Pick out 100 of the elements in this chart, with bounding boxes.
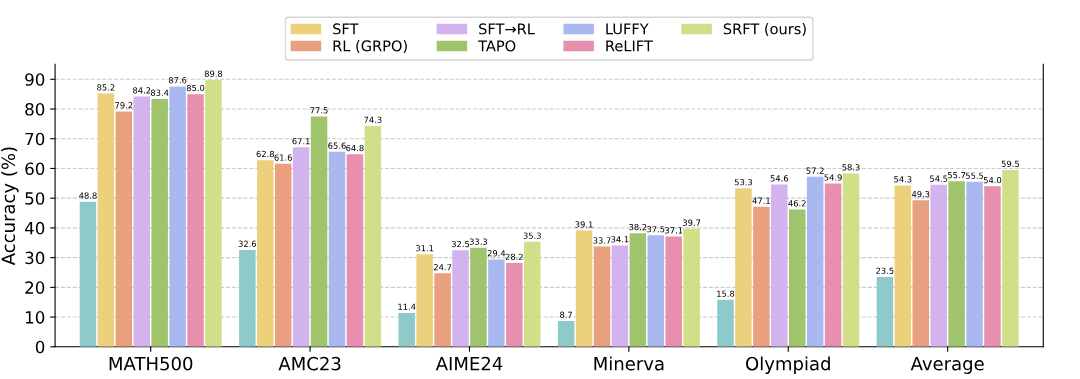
- data-label: 59.5: [1001, 160, 1019, 167]
- bar: [611, 245, 629, 347]
- bar: [629, 233, 647, 347]
- x-tick-label: AIME24: [435, 356, 503, 371]
- data-label: 65.6: [328, 142, 346, 149]
- data-label: 32.5: [451, 240, 470, 248]
- bar: [557, 320, 575, 347]
- bar: [398, 312, 415, 347]
- bar: [346, 154, 364, 347]
- data-label: 35.3: [523, 232, 541, 239]
- bar: [364, 125, 382, 347]
- data-label: 57.2: [806, 167, 824, 174]
- data-label: 54.3: [894, 176, 912, 183]
- data-label: 85.2: [97, 84, 115, 91]
- data-label: 33.7: [593, 237, 611, 244]
- bar: [1002, 169, 1019, 347]
- y-axis-title: Accuracy (%): [1, 147, 19, 266]
- bar: [97, 93, 115, 347]
- data-label: 85.0: [186, 84, 205, 92]
- data-label: 55.7: [947, 172, 966, 179]
- data-label: 67.1: [292, 138, 310, 145]
- bar: [416, 254, 433, 347]
- legend-label: ReLIFT: [606, 40, 653, 52]
- bar: [912, 200, 929, 347]
- data-label: 37.1: [665, 227, 683, 234]
- bar: [575, 230, 593, 347]
- data-label: 89.8: [204, 70, 223, 77]
- bar: [647, 235, 665, 347]
- data-label: 61.6: [274, 154, 292, 161]
- y-tick-label: 0: [35, 340, 45, 354]
- y-tick-label: 50: [25, 192, 45, 205]
- bar: [488, 259, 505, 347]
- x-tick-label: Average: [910, 357, 984, 374]
- bar: [842, 173, 860, 347]
- x-tick-label: MATH500: [109, 356, 193, 371]
- data-label: 64.8: [346, 144, 364, 152]
- bar: [966, 181, 983, 347]
- bar: [771, 184, 788, 347]
- legend-label: SRFT (ours): [723, 23, 806, 37]
- data-label: 84.2: [133, 87, 151, 94]
- bar: [948, 181, 965, 347]
- data-label: 34.1: [611, 236, 629, 243]
- data-label: 39.1: [575, 221, 593, 228]
- data-label: 79.2: [115, 102, 133, 109]
- bar: [151, 98, 168, 347]
- bar: [79, 201, 97, 347]
- bar: [292, 147, 310, 347]
- bar: [169, 86, 186, 347]
- bar: [506, 262, 523, 347]
- bar: [824, 183, 842, 347]
- data-label: 74.3: [364, 116, 382, 123]
- bar: [930, 184, 947, 347]
- bar: [434, 273, 451, 347]
- bar: [187, 94, 204, 347]
- y-tick-label: 20: [25, 281, 45, 294]
- bar: [717, 299, 734, 347]
- data-label: 8.7: [560, 311, 573, 318]
- data-label: 54.0: [983, 176, 1002, 184]
- data-label: 87.6: [168, 77, 187, 84]
- y-tick-label: 10: [25, 311, 45, 324]
- data-label: 29.4: [487, 250, 506, 257]
- data-label: 58.3: [842, 164, 860, 171]
- y-tick-label: 30: [25, 251, 45, 265]
- bar: [806, 176, 824, 347]
- legend-label: LUFFY: [606, 23, 649, 35]
- data-label: 62.8: [256, 150, 274, 158]
- bar: [665, 236, 682, 347]
- y-tick-label: 60: [25, 162, 45, 176]
- data-label: 11.4: [398, 303, 416, 310]
- data-label: 32.6: [238, 240, 257, 247]
- bar: [452, 250, 469, 347]
- bar: [274, 163, 292, 347]
- data-label: 37.5: [647, 226, 665, 233]
- legend-label: RL (GRPO): [333, 40, 407, 54]
- legend-label: TAPO: [478, 40, 516, 52]
- data-label: 31.1: [416, 245, 434, 252]
- data-label: 38.2: [629, 223, 647, 231]
- data-label: 39.7: [682, 219, 701, 226]
- x-tick-label: Olympiad: [746, 356, 830, 374]
- bar: [984, 186, 1001, 347]
- legend-label: SFT→RL: [479, 23, 535, 35]
- bar: [788, 209, 806, 347]
- bar: [735, 188, 752, 347]
- data-label: 55.5: [965, 172, 984, 179]
- bar: [133, 96, 150, 347]
- bar: [115, 111, 133, 347]
- bar: [593, 246, 611, 347]
- x-tick-label: Minerva: [594, 356, 664, 371]
- y-tick-label: 40: [24, 221, 45, 235]
- data-label: 54.6: [770, 175, 789, 182]
- data-label: 46.2: [788, 200, 806, 207]
- data-label: 54.5: [930, 175, 948, 182]
- bar: [257, 160, 274, 347]
- bar: [753, 206, 770, 347]
- bar: [876, 276, 894, 347]
- x-tick-label: AMC23: [278, 356, 341, 371]
- bar: [328, 151, 346, 347]
- data-label: 48.8: [79, 192, 97, 199]
- data-label: 47.1: [752, 197, 770, 204]
- data-label: 24.7: [433, 264, 452, 271]
